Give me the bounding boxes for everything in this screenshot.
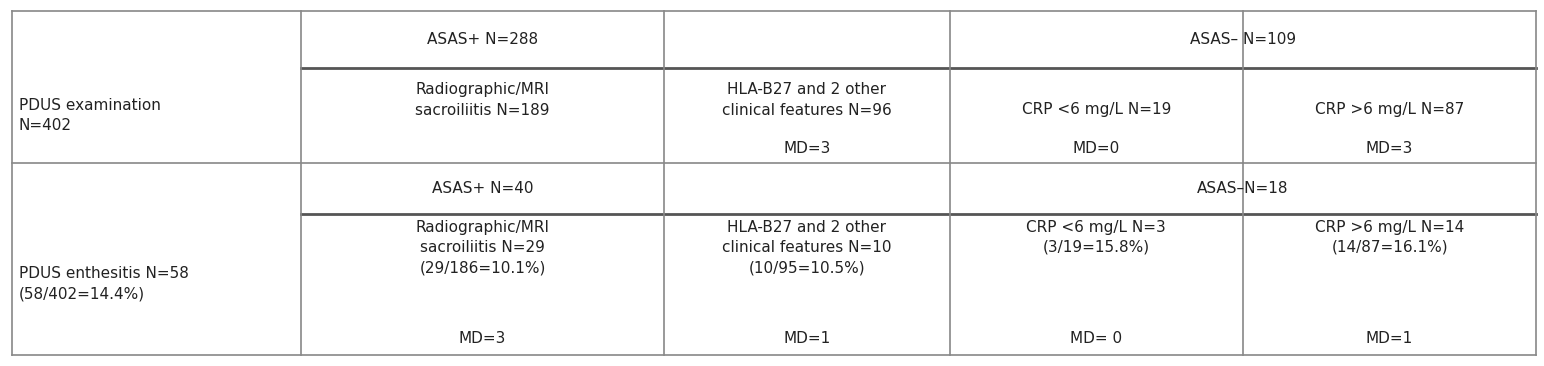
Text: ASAS–N=18: ASAS–N=18 (1197, 181, 1289, 196)
Text: HLA-B27 and 2 other
clinical features N=10
(10/95=10.5%): HLA-B27 and 2 other clinical features N=… (723, 220, 891, 275)
Text: ASAS+ N=288: ASAS+ N=288 (428, 32, 537, 47)
Text: Radiographic/MRI
sacroiliitis N=29
(29/186=10.1%): Radiographic/MRI sacroiliitis N=29 (29/1… (415, 220, 550, 275)
Text: Radiographic/MRI
sacroiliitis N=189: Radiographic/MRI sacroiliitis N=189 (415, 82, 550, 118)
Text: MD=3: MD=3 (459, 331, 506, 346)
Text: CRP >6 mg/L N=87: CRP >6 mg/L N=87 (1315, 102, 1464, 117)
Text: ASAS– N=109: ASAS– N=109 (1190, 32, 1295, 47)
Text: MD= 0: MD= 0 (1070, 331, 1122, 346)
Text: HLA-B27 and 2 other
clinical features N=96: HLA-B27 and 2 other clinical features N=… (723, 82, 891, 118)
Text: CRP <6 mg/L N=19: CRP <6 mg/L N=19 (1022, 102, 1170, 117)
Text: MD=0: MD=0 (1073, 141, 1119, 156)
Text: MD=1: MD=1 (1366, 331, 1413, 346)
Text: MD=3: MD=3 (1366, 141, 1413, 156)
Text: PDUS enthesitis N=58
(58/402=14.4%): PDUS enthesitis N=58 (58/402=14.4%) (19, 266, 188, 301)
Text: ASAS+ N=40: ASAS+ N=40 (432, 181, 533, 196)
Text: PDUS examination
N=402: PDUS examination N=402 (19, 98, 161, 133)
Text: MD=1: MD=1 (783, 331, 831, 346)
Text: CRP >6 mg/L N=14
(14/87=16.1%): CRP >6 mg/L N=14 (14/87=16.1%) (1315, 220, 1464, 255)
Text: CRP <6 mg/L N=3
(3/19=15.8%): CRP <6 mg/L N=3 (3/19=15.8%) (1027, 220, 1166, 255)
Text: MD=3: MD=3 (783, 141, 831, 156)
